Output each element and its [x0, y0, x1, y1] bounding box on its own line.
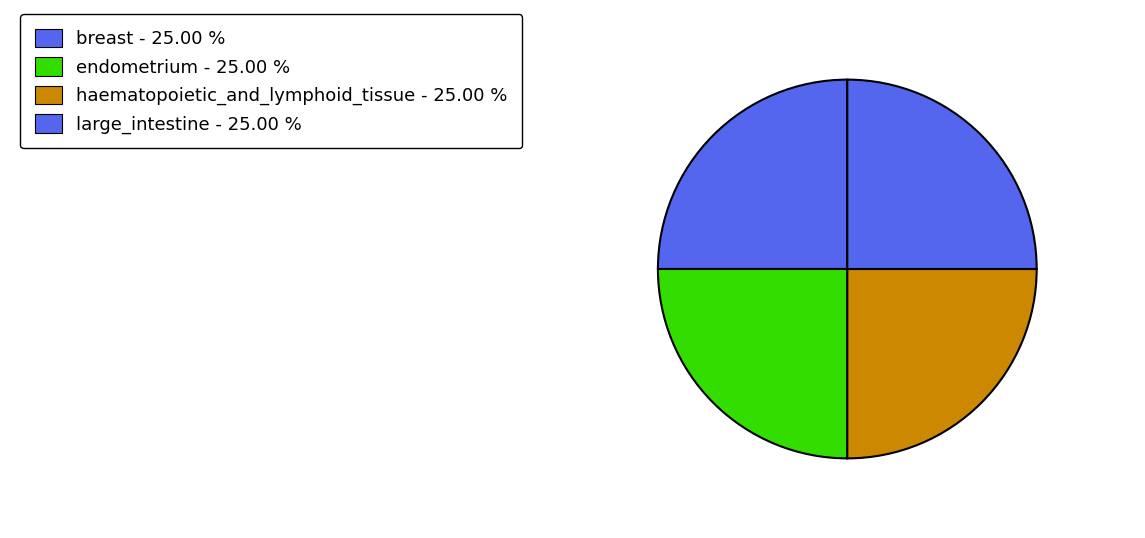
Wedge shape [658, 80, 847, 269]
Wedge shape [658, 269, 847, 458]
Legend: breast - 25.00 %, endometrium - 25.00 %, haematopoietic_and_lymphoid_tissue - 25: breast - 25.00 %, endometrium - 25.00 %,… [21, 15, 522, 148]
Wedge shape [847, 269, 1036, 458]
Wedge shape [847, 80, 1036, 269]
